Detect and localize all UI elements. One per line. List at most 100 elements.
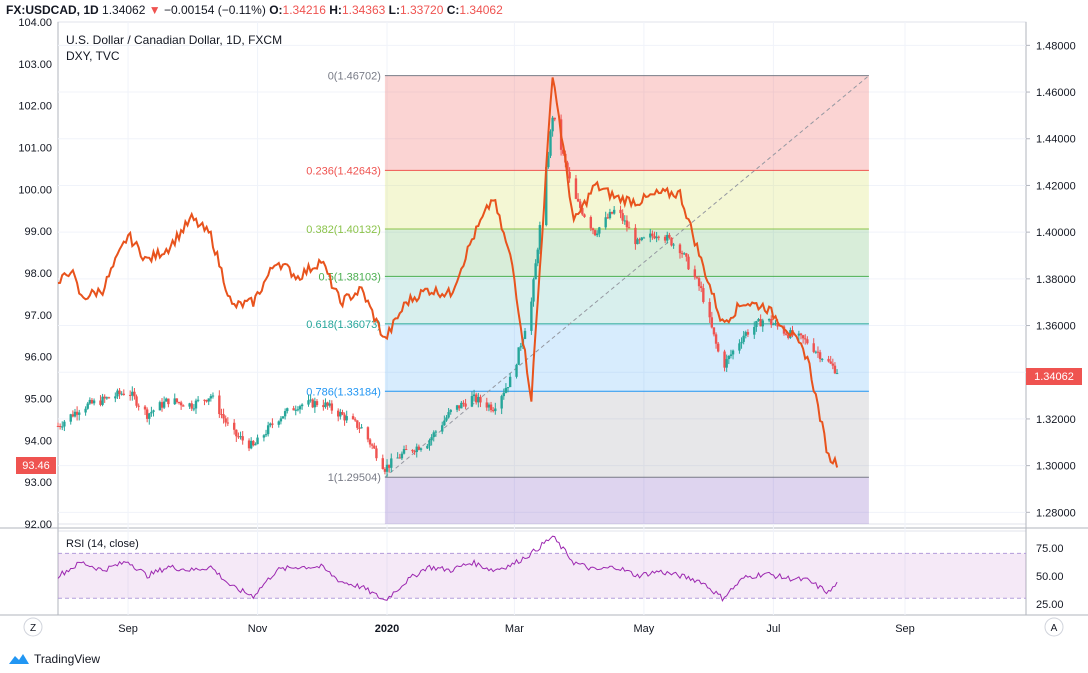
candle-body: [710, 317, 714, 328]
candle-body: [351, 416, 355, 420]
candle-body: [118, 390, 121, 395]
a-button-label: A: [1051, 623, 1058, 634]
last-price: 1.34062: [102, 3, 146, 17]
candle-body: [222, 414, 225, 419]
candle-body: [638, 239, 641, 241]
open-value: 1.34216: [282, 3, 326, 17]
candle-body: [58, 426, 62, 428]
dxy-tick-label: 102.00: [18, 101, 52, 113]
candle-body: [241, 436, 244, 441]
fib-zone: [384, 391, 869, 478]
branding-text: TradingView: [34, 652, 101, 666]
candle-body: [625, 220, 629, 228]
candle-body: [419, 448, 423, 450]
candle-body: [566, 162, 569, 173]
candle-body: [428, 440, 431, 446]
candle-body: [131, 391, 134, 396]
candle-body: [818, 352, 822, 360]
price-tick-label: 1.48000: [1036, 40, 1076, 52]
candle-body: [653, 235, 656, 239]
candle-body: [211, 395, 215, 397]
candle-body: [581, 207, 584, 215]
rsi-tick-label: 25.00: [1036, 599, 1064, 611]
tradingview-logo-icon: [9, 654, 29, 664]
candle-body: [695, 277, 699, 279]
price-badge: 1.34062: [1026, 368, 1082, 385]
candle-body: [294, 409, 297, 411]
candle-body: [576, 198, 580, 202]
candle-body: [610, 211, 614, 214]
candle-body: [519, 346, 522, 348]
price-tick-label: 1.40000: [1036, 227, 1076, 239]
candle-body: [821, 358, 824, 360]
a-button[interactable]: A: [1044, 617, 1064, 637]
candle-body: [738, 343, 741, 351]
candle-body: [708, 301, 711, 318]
candle-body: [666, 234, 669, 241]
open-label: O:: [269, 3, 283, 17]
candle-body: [103, 396, 106, 399]
candle-body: [534, 263, 537, 280]
candle-body: [56, 425, 60, 427]
candle-body: [432, 432, 435, 438]
candle-body: [266, 425, 270, 435]
dxy-line: [57, 77, 839, 468]
candle-body: [816, 351, 820, 353]
time-tick-label: Sep: [895, 623, 915, 635]
candle-body: [827, 358, 830, 362]
candle-body: [165, 398, 168, 402]
candle-body: [491, 410, 495, 412]
fib-level-label: 1(1.29504): [328, 472, 381, 484]
fib-level-label: 0.236(1.42643): [306, 165, 381, 177]
candle-body: [307, 400, 310, 405]
usdcad-candles: [56, 114, 839, 477]
candle-body: [220, 414, 223, 416]
price-tick-label: 1.46000: [1036, 87, 1076, 99]
main-legend: U.S. Dollar / Canadian Dollar, 1D, FXCM: [66, 33, 282, 47]
dxy-tick-label: 95.00: [24, 394, 52, 406]
candle-body: [370, 444, 374, 446]
candle-body: [207, 398, 210, 402]
candle-body: [254, 444, 257, 446]
candle-body: [61, 426, 64, 428]
candle-body: [175, 398, 179, 403]
candle-body: [474, 394, 478, 403]
candle-body: [196, 399, 200, 401]
overlay-legend: DXY, TVC: [66, 49, 120, 63]
down-arrow-icon: ▼: [148, 3, 161, 17]
candle-body: [69, 414, 72, 422]
candle-body: [326, 402, 329, 406]
low-value: 1.33720: [400, 3, 444, 17]
candle-body: [517, 347, 520, 365]
candle-body: [470, 396, 474, 407]
z-button[interactable]: Z: [23, 617, 43, 637]
fib-level-label: 0.786(1.33184): [306, 386, 381, 398]
candle-body: [612, 209, 616, 214]
candle-body: [443, 420, 446, 426]
candle-body: [621, 213, 624, 221]
dxy-tick-label: 101.00: [18, 143, 52, 155]
symbol-label[interactable]: FX:USDCAD, 1D: [6, 3, 99, 17]
candle-body: [128, 394, 132, 396]
candle-body: [226, 422, 230, 424]
candle-body: [574, 178, 578, 199]
candle-body: [551, 117, 554, 132]
candle-body: [562, 149, 565, 154]
candle-body: [731, 350, 735, 355]
branding[interactable]: TradingView: [8, 652, 100, 666]
candle-body: [218, 395, 221, 415]
price-tick-label: 1.36000: [1036, 321, 1076, 333]
candle-body: [296, 409, 300, 411]
dxy-tick-label: 94.00: [24, 435, 52, 447]
candle-body: [75, 411, 79, 415]
candle-body: [383, 468, 387, 472]
fib-retracement[interactable]: 0(1.46702) 0.236(1.42643) 0.382(1.40132) 0.…: [306, 71, 870, 524]
candle-body: [145, 409, 149, 419]
candle-body: [568, 172, 571, 179]
time-tick-label: May: [634, 623, 655, 635]
candle-body: [806, 339, 809, 344]
candle-body: [192, 408, 196, 410]
candle-body: [400, 453, 404, 459]
candle-body: [740, 341, 743, 344]
